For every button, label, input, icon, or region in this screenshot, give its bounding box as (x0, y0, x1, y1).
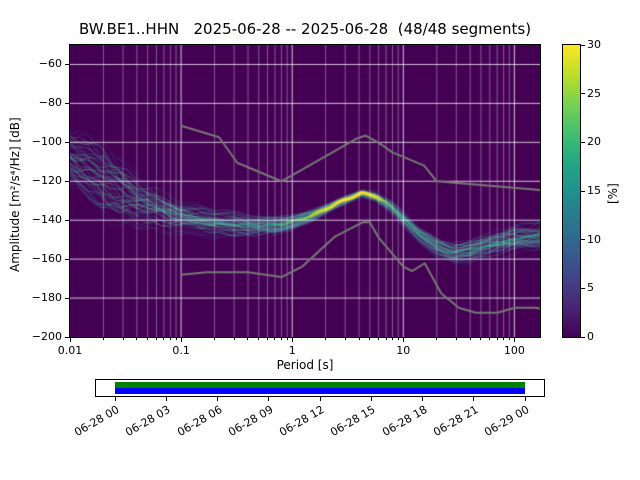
x-tick-label: 0.01 (57, 344, 83, 357)
x-minor-tick (267, 338, 269, 340)
colorbar-tick (581, 287, 585, 289)
y-axis-label: Amplitude [m²/s⁴/Hz] [dB] (8, 117, 22, 272)
y-tick-label: −180 (31, 291, 62, 305)
x-minor-tick (385, 338, 387, 340)
x-minor-tick (122, 338, 124, 340)
timeline-coverage-box (95, 379, 545, 397)
y-tick-label: −100 (31, 135, 62, 149)
x-minor-tick (489, 338, 491, 340)
x-major-tick (180, 338, 182, 342)
colorbar-tick-label: 10 (587, 232, 601, 246)
x-tick-label: 0.1 (172, 344, 190, 357)
colorbar-tick-label: 0 (587, 330, 594, 343)
x-major-tick (291, 338, 293, 342)
colorbar-tick (581, 239, 585, 241)
x-minor-tick (325, 338, 327, 340)
y-major-tick (65, 63, 69, 65)
x-minor-tick (369, 338, 371, 340)
plot-area (69, 44, 541, 338)
x-minor-tick (286, 338, 288, 340)
timeline-tick (370, 397, 372, 401)
y-tick-label: −140 (31, 213, 62, 227)
x-minor-tick (378, 338, 380, 340)
colorbar-tick (581, 141, 585, 143)
timeline-tick (422, 397, 423, 401)
colorbar-gradient (562, 44, 581, 338)
x-tick-label: 1 (288, 344, 296, 357)
y-major-tick (65, 180, 69, 182)
y-major-tick (65, 336, 69, 338)
timeline-tick (268, 397, 270, 401)
x-major-tick (69, 338, 71, 342)
y-major-tick (65, 219, 69, 221)
timeline-tick (319, 397, 321, 401)
x-minor-tick (469, 338, 471, 340)
x-minor-tick (503, 338, 505, 340)
x-minor-tick (136, 338, 138, 340)
y-tick-label: −60 (38, 57, 62, 71)
x-minor-tick (169, 338, 171, 340)
x-minor-tick (280, 338, 282, 340)
x-minor-tick (214, 338, 216, 340)
y-tick-label: −120 (31, 174, 62, 188)
colorbar-unit-label: [%] (606, 183, 620, 204)
x-minor-tick (163, 338, 165, 340)
x-minor-tick (397, 338, 399, 340)
x-minor-tick (436, 338, 438, 340)
timeline-extent-bar (115, 388, 525, 394)
psd-heatmap-canvas (70, 45, 540, 337)
x-minor-tick (258, 338, 260, 340)
x-minor-tick (274, 338, 276, 340)
x-minor-tick (392, 338, 394, 340)
x-minor-tick (508, 338, 510, 340)
x-minor-tick (358, 338, 360, 340)
y-tick-label: −200 (31, 330, 62, 343)
timeline-tick (217, 397, 218, 401)
timeline-tick (165, 397, 167, 401)
y-tick-label: −160 (31, 252, 62, 266)
x-minor-tick (455, 338, 457, 340)
x-axis-label: Period [s] (276, 358, 334, 372)
colorbar-tick-label: 25 (587, 86, 601, 100)
x-minor-tick (155, 338, 157, 340)
x-minor-tick (102, 338, 104, 340)
x-minor-tick (247, 338, 249, 340)
x-tick-label: 100 (503, 344, 525, 357)
x-major-tick (513, 338, 515, 342)
x-major-tick (402, 338, 404, 342)
colorbar-tick (581, 336, 585, 338)
colorbar-tick (581, 44, 585, 46)
y-major-tick (65, 258, 69, 260)
timeline-tick (473, 397, 475, 401)
y-major-tick (65, 102, 69, 104)
timeline-coverage-bar (115, 382, 525, 388)
timeline-tick (114, 397, 116, 401)
y-major-tick (65, 297, 69, 299)
y-major-tick (65, 141, 69, 143)
x-minor-tick (344, 338, 346, 340)
colorbar-tick-label: 5 (587, 281, 594, 295)
y-tick-label: −80 (38, 96, 62, 110)
colorbar-tick (581, 190, 585, 192)
timeline-tick (524, 397, 526, 401)
colorbar-tick-label: 30 (587, 38, 601, 51)
colorbar-tick-label: 20 (587, 135, 601, 149)
x-minor-tick (175, 338, 177, 340)
plot-title: BW.BE1..HHN 2025-06-28 -- 2025-06-28 (48… (78, 20, 532, 38)
colorbar-tick (581, 93, 585, 95)
x-minor-tick (147, 338, 149, 340)
x-minor-tick (233, 338, 235, 340)
colorbar-tick-label: 15 (587, 184, 601, 197)
x-tick-label: 10 (396, 344, 411, 357)
x-minor-tick (496, 338, 498, 340)
x-minor-tick (480, 338, 482, 340)
